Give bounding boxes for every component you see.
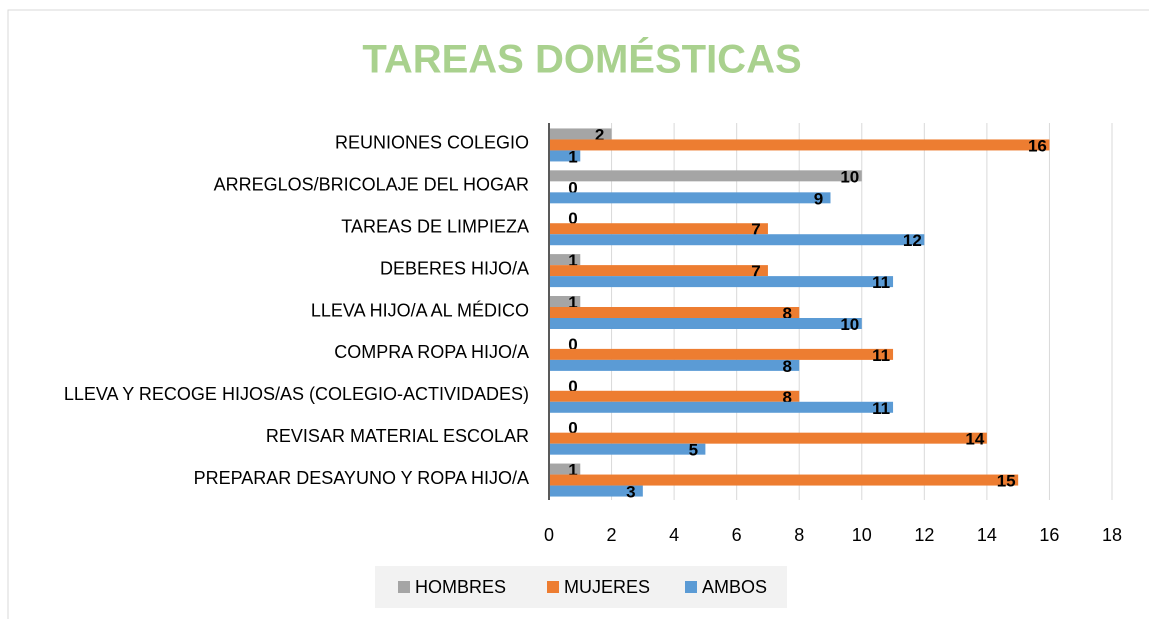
bar bbox=[549, 128, 612, 140]
bar bbox=[549, 223, 768, 235]
data-label: 11 bbox=[872, 273, 890, 292]
data-label: 10 bbox=[840, 315, 859, 334]
bar bbox=[549, 359, 800, 371]
data-label: 1 bbox=[568, 147, 577, 166]
data-label: 15 bbox=[997, 472, 1016, 491]
data-label: 7 bbox=[751, 262, 760, 281]
y-tick-label: DEBERES HIJO/A bbox=[380, 258, 529, 278]
bar bbox=[549, 390, 800, 402]
data-label: 1 bbox=[568, 251, 577, 270]
data-label: 1 bbox=[568, 461, 577, 480]
data-label: 5 bbox=[689, 441, 698, 460]
y-tick-label: PREPARAR DESAYUNO Y ROPA HIJO/A bbox=[194, 468, 529, 488]
data-label: 7 bbox=[751, 220, 760, 239]
bar bbox=[549, 254, 581, 266]
data-label: 1 bbox=[568, 293, 577, 312]
bar bbox=[549, 348, 894, 360]
x-tick-label: 18 bbox=[1102, 525, 1122, 545]
data-label: 9 bbox=[814, 189, 823, 208]
bar bbox=[549, 234, 925, 246]
data-label: 3 bbox=[626, 483, 635, 502]
legend-box bbox=[375, 566, 787, 608]
y-tick-label: REVISAR MATERIAL ESCOLAR bbox=[266, 426, 529, 446]
y-tick-label: ARREGLOS/BRICOLAJE DEL HOGAR bbox=[214, 175, 529, 195]
bar bbox=[549, 139, 1050, 151]
data-label: 0 bbox=[568, 209, 577, 228]
data-label: 0 bbox=[568, 377, 577, 396]
y-tick-label: TAREAS DE LIMPIEZA bbox=[341, 216, 529, 236]
data-label: 0 bbox=[568, 419, 577, 438]
y-tick-label: LLEVA HIJO/A AL MÉDICO bbox=[311, 300, 529, 320]
data-label: 0 bbox=[568, 178, 577, 197]
legend-swatch bbox=[685, 581, 697, 593]
bar bbox=[549, 432, 987, 444]
x-tick-label: 0 bbox=[544, 525, 554, 545]
y-tick-label: LLEVA Y RECOGE HIJOS/AS (COLEGIO-ACTIVID… bbox=[64, 384, 529, 404]
data-label: 8 bbox=[782, 357, 791, 376]
data-label: 14 bbox=[965, 430, 984, 449]
legend-label: AMBOS bbox=[702, 577, 767, 597]
data-label: 11 bbox=[872, 399, 890, 418]
data-label: 10 bbox=[840, 167, 859, 186]
bar bbox=[549, 170, 862, 182]
bar bbox=[549, 401, 894, 413]
data-label: 8 bbox=[782, 388, 791, 407]
y-tick-label: REUNIONES COLEGIO bbox=[335, 133, 529, 153]
legend-label: HOMBRES bbox=[415, 577, 506, 597]
bar bbox=[549, 443, 706, 455]
x-tick-label: 8 bbox=[794, 525, 804, 545]
bar bbox=[549, 307, 800, 318]
legend-swatch bbox=[398, 581, 410, 593]
data-label: 2 bbox=[595, 125, 604, 144]
bar bbox=[549, 474, 1019, 486]
x-tick-label: 6 bbox=[732, 525, 742, 545]
bar bbox=[549, 318, 862, 329]
x-tick-label: 16 bbox=[1039, 525, 1059, 545]
x-tick-label: 10 bbox=[852, 525, 872, 545]
x-tick-label: 4 bbox=[669, 525, 679, 545]
x-tick-label: 12 bbox=[914, 525, 934, 545]
y-tick-label: COMPRA ROPA HIJO/A bbox=[334, 342, 529, 362]
x-tick-label: 14 bbox=[977, 525, 997, 545]
data-label: 8 bbox=[782, 304, 791, 323]
bar bbox=[549, 150, 581, 162]
bar bbox=[549, 265, 768, 277]
bar bbox=[549, 296, 581, 307]
legend-label: MUJERES bbox=[564, 577, 650, 597]
x-tick-label: 2 bbox=[607, 525, 617, 545]
data-label: 0 bbox=[568, 335, 577, 354]
legend-swatch bbox=[547, 581, 559, 593]
data-label: 16 bbox=[1028, 136, 1047, 155]
chart-title: TAREAS DOMÉSTICAS bbox=[362, 37, 801, 82]
bar bbox=[549, 276, 894, 288]
bar bbox=[549, 192, 831, 204]
data-label: 11 bbox=[872, 346, 890, 365]
bar bbox=[549, 485, 643, 497]
data-label: 12 bbox=[903, 231, 922, 250]
bar bbox=[549, 463, 581, 475]
